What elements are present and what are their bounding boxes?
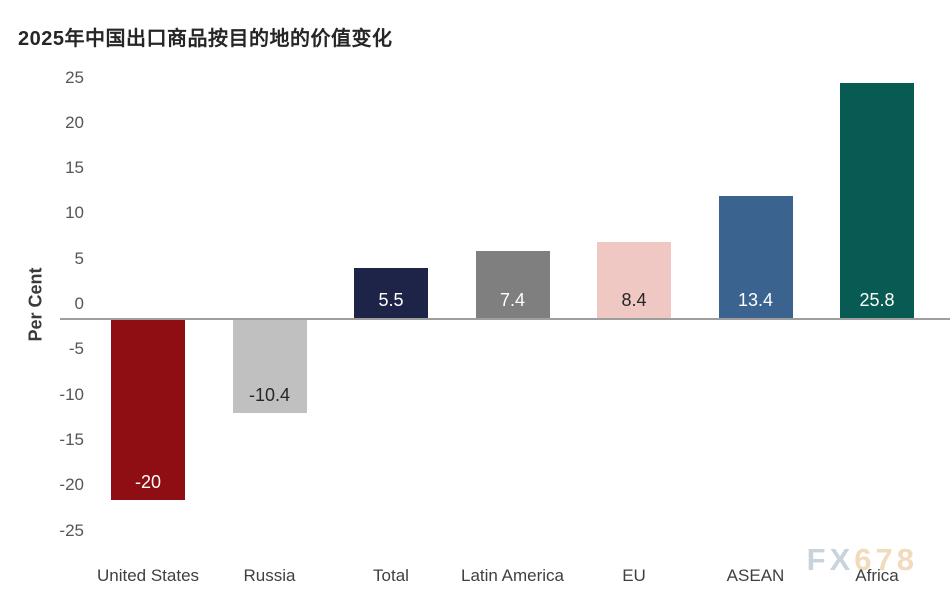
bar-latin-america: [475, 250, 550, 318]
bar-africa: [840, 83, 914, 318]
bar-asean: [718, 196, 793, 318]
y-tick-label-10: 10: [65, 203, 84, 223]
x-category-label-united-states: United States: [96, 566, 200, 585]
bar-united-states: [111, 318, 185, 500]
y-tick-label--20: -20: [59, 475, 84, 495]
x-category-label-latin-america: Latin America: [461, 566, 564, 585]
watermark-fx: FX: [806, 542, 855, 577]
chart-title: 2025年中国出口商品按目的地的价值变化: [18, 28, 393, 50]
y-tick-label--10: -10: [59, 384, 84, 404]
x-category-label-total: Total: [373, 566, 409, 585]
y-tick-label-20: 20: [65, 112, 84, 132]
bar-eu: [597, 241, 671, 318]
bar-value-label-asean: 13.4: [737, 290, 774, 310]
x-category-label-eu: EU: [622, 566, 646, 585]
bar-value-label-russia: -10.4: [248, 384, 291, 405]
x-category-label-russia: Russia: [243, 566, 296, 585]
watermark-fx678: FX678: [807, 543, 918, 577]
y-tick-label--5: -5: [68, 339, 84, 359]
bar-value-label-africa: 25.8: [859, 290, 895, 310]
y-tick-label-5: 5: [74, 248, 84, 268]
bar-value-label-latin-america: 7.4: [499, 290, 526, 310]
y-tick-label-15: 15: [65, 158, 84, 178]
bar-value-label-total: 5.5: [378, 290, 404, 310]
y-tick-label-0: 0: [74, 294, 84, 313]
bar-value-label-united-states: -20: [134, 472, 161, 492]
bar-russia: [232, 318, 307, 413]
y-tick-label-25: 25: [65, 67, 84, 87]
y-tick-label--15: -15: [59, 429, 84, 449]
watermark-678: 678: [854, 542, 918, 577]
x-category-label-asean: ASEAN: [726, 566, 785, 585]
bar-value-label-eu: 8.4: [621, 290, 647, 310]
bar-total: [354, 267, 428, 318]
zero-axis-line: [60, 318, 950, 320]
x-category-label-africa: Africa: [855, 566, 899, 585]
y-tick-label--25: -25: [59, 520, 84, 540]
